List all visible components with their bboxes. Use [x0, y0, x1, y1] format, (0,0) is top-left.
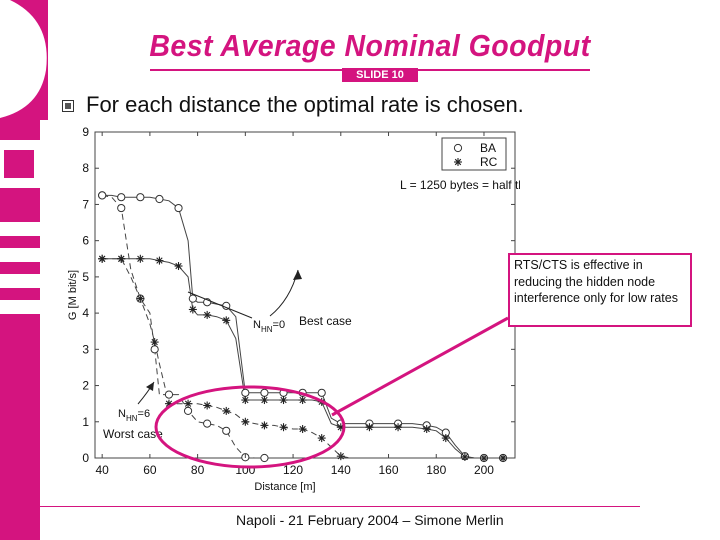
circle-marker [260, 453, 269, 463]
star-marker [241, 396, 250, 405]
legend-label: BA [480, 141, 496, 155]
star-marker [260, 396, 269, 405]
star-marker [454, 158, 462, 166]
worst-case-label: Worst case [103, 427, 163, 441]
circle-marker [222, 426, 231, 435]
x-tick-label: 160 [379, 463, 399, 477]
star-marker [98, 254, 107, 263]
y-tick-label: 4 [82, 306, 89, 320]
star-marker [298, 425, 307, 434]
star-marker [203, 401, 212, 410]
circle-marker [98, 191, 107, 200]
circle-marker [150, 345, 159, 354]
nhn0-arrow-2 [269, 269, 299, 317]
chart-ticks: 0 1 2 3 4 5 6 7 8 9 40 60 80 100 120 140 160 180 200 Distan… [67, 125, 515, 493]
star-marker [241, 417, 250, 426]
slide-title: Best Average Nominal Goodput [149, 28, 591, 63]
star-marker [317, 434, 326, 443]
rts-cts-note: RTS/CTS is effective in reducing the hid… [508, 253, 692, 327]
star-marker [203, 310, 212, 319]
x-tick-label: 200 [474, 463, 494, 477]
star-marker [188, 305, 197, 314]
circle-marker [183, 406, 193, 416]
best-case-label: Best case [299, 314, 352, 328]
star-marker [222, 406, 231, 415]
star-marker [136, 294, 145, 303]
y-tick-label: 8 [82, 161, 89, 175]
series-line-3 [102, 258, 351, 459]
nhn0-arrow-head [293, 270, 302, 280]
star-marker [150, 338, 159, 347]
star-marker [298, 396, 307, 405]
star-marker [499, 454, 508, 462]
y-tick-label: 1 [82, 415, 89, 429]
star-marker [422, 425, 431, 434]
y-tick-label: 9 [82, 125, 89, 139]
star-marker [222, 316, 231, 325]
circle-marker [117, 203, 126, 213]
star-marker [441, 434, 450, 443]
circle-marker [188, 294, 197, 303]
x-tick-label: 40 [95, 463, 109, 477]
nhn6-label: NHN=6 [118, 408, 150, 423]
legend-label: RC [480, 155, 498, 169]
circle-marker [241, 388, 250, 397]
star-marker [155, 256, 164, 265]
footer-rule [40, 506, 640, 507]
x-tick-label: 140 [331, 463, 351, 477]
star-marker [136, 254, 145, 263]
circle-marker [155, 194, 164, 204]
circle-marker [164, 390, 174, 399]
chart-markers [98, 191, 508, 463]
x-tick-label: 60 [143, 463, 157, 477]
left-decoration [0, 0, 48, 540]
circle-marker [117, 193, 126, 202]
footer-text: Napoli - 21 February 2004 – Simone Merli… [236, 512, 504, 528]
x-tick-label: 80 [191, 463, 205, 477]
bullet-icon [62, 100, 74, 112]
y-tick-label: 2 [82, 379, 89, 393]
payload-annotation: L = 1250 bytes = half the maximum payloa… [400, 178, 520, 192]
x-tick-label: 180 [426, 463, 446, 477]
circle-marker [317, 388, 326, 397]
x-tick-label: 100 [235, 463, 255, 477]
nhn0-label: NHN=0 [253, 319, 285, 334]
slide-number-badge: SLIDE 10 [342, 68, 418, 82]
highlight-ellipse [154, 385, 346, 469]
highlight-connector [331, 316, 509, 417]
circle-marker [453, 143, 463, 153]
nhn0-arrow-1 [187, 291, 253, 319]
bullet-text: For each distance the optimal rate is ch… [86, 92, 524, 117]
star-marker [117, 254, 126, 263]
y-tick-label: 0 [82, 451, 89, 465]
circle-marker [260, 388, 269, 397]
circle-marker [174, 203, 183, 213]
y-tick-label: 7 [82, 197, 89, 211]
legend-box [441, 137, 507, 171]
y-tick-label: 5 [82, 270, 89, 284]
nhn6-arrow-head [146, 382, 154, 391]
y-tick-label: 3 [82, 342, 89, 356]
star-marker [279, 396, 288, 405]
circle-marker [203, 419, 212, 428]
star-marker [394, 423, 403, 432]
star-marker [174, 262, 183, 271]
circle-marker [136, 193, 145, 202]
star-marker [460, 452, 469, 461]
x-tick-label: 120 [283, 463, 303, 477]
y-axis-label: G [M bit/s] [67, 270, 79, 320]
star-marker [184, 399, 193, 408]
goodput-chart: 0 1 2 3 4 5 6 7 8 9 40 60 80 100 120 140 160 180 200 Distan… [67, 125, 520, 493]
series-line-2 [102, 194, 265, 459]
x-axis-label: Distance [m] [254, 481, 315, 493]
star-marker [365, 423, 374, 432]
star-marker [279, 423, 288, 432]
star-marker [260, 421, 269, 430]
y-tick-label: 6 [82, 234, 89, 248]
